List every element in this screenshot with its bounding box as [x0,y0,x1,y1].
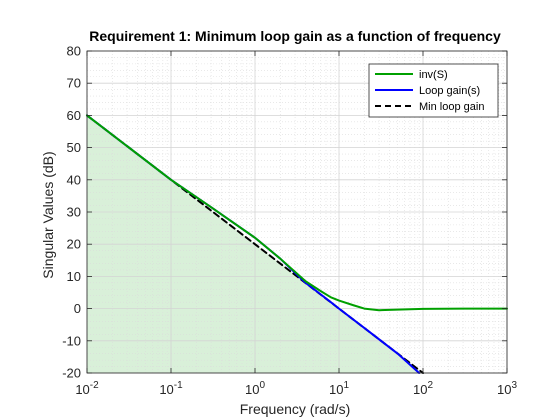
x-axis-label: Frequency (rad/s) [240,401,350,417]
y-axis-label: Singular Values (dB) [40,151,56,278]
y-tick-label: 40 [67,172,81,187]
y-tick-label: 30 [67,205,81,220]
series-line-0 [86,114,508,312]
y-tick-label: 70 [67,76,81,91]
x-tick-label: 102 [413,380,433,397]
y-tick-label: 20 [67,237,81,252]
x-tick-label: 103 [497,380,517,397]
legend-label-min-loop-gain: Min loop gain [419,101,484,113]
y-tick-label: -20 [62,366,81,381]
legend: inv(S) Loop gain(s) Min loop gain [368,63,499,118]
x-tick-label: 100 [245,380,265,397]
y-tick-label: 80 [67,44,81,59]
y-tick-labels: -20 -10 0 10 20 30 40 50 60 70 80 [62,44,81,381]
y-tick-label: 10 [67,269,81,284]
legend-label-loop-gain: Loop gain(s) [419,85,480,97]
minor-grid [87,51,507,373]
x-tick-label: 10-1 [159,380,183,397]
legend-label-inv-s: inv(S) [419,69,448,81]
series-layer [86,114,508,374]
y-tick-label: 50 [67,140,81,155]
chart-title: Requirement 1: Minimum loop gain as a fu… [89,28,501,44]
tick-marks [86,50,508,374]
y-tick-label: -10 [62,333,81,348]
x-tick-label: 101 [329,380,349,397]
x-tick-label: 10-2 [75,380,99,397]
y-tick-label: 60 [67,108,81,123]
x-tick-labels: 10-2 10-1 100 101 102 103 [75,380,517,397]
y-tick-label: 0 [74,301,81,316]
